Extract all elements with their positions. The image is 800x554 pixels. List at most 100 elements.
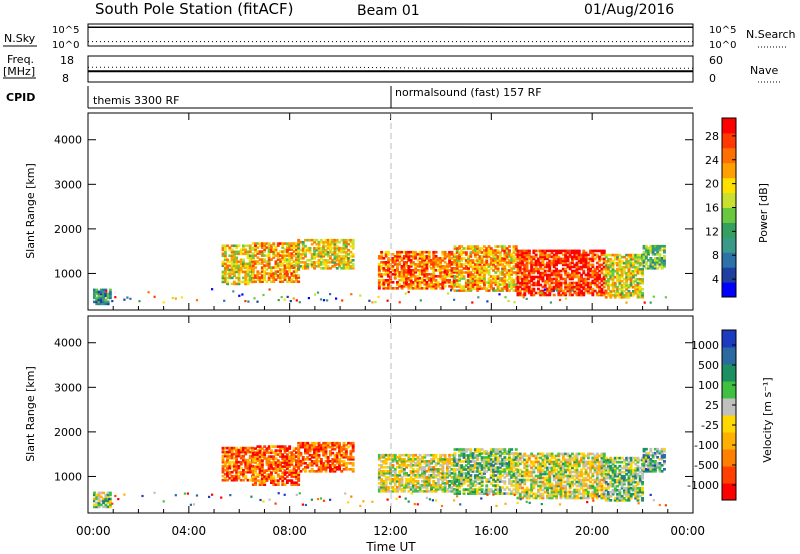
heatmap-cell bbox=[432, 470, 436, 473]
heatmap-cell bbox=[235, 266, 239, 270]
heatmap-cell bbox=[548, 285, 552, 289]
heatmap-cell bbox=[304, 445, 307, 449]
heatmap-cell bbox=[263, 445, 267, 448]
heatmap-cell bbox=[532, 496, 536, 500]
heatmap-cell bbox=[248, 264, 252, 268]
heatmap-cell bbox=[557, 257, 561, 261]
heatmap-cell bbox=[304, 466, 307, 469]
heatmap-cell bbox=[446, 468, 449, 471]
heatmap-cell bbox=[248, 260, 252, 264]
heatmap-cell bbox=[546, 277, 549, 281]
heatmap-cell bbox=[400, 273, 404, 276]
heatmap-cell bbox=[548, 259, 552, 263]
heatmap-cell bbox=[469, 255, 473, 258]
heatmap-cell bbox=[308, 443, 312, 447]
heatmap-cell bbox=[418, 474, 422, 477]
heatmap-cell bbox=[439, 287, 443, 290]
heatmap-cell bbox=[577, 259, 581, 263]
heatmap-cell bbox=[308, 470, 312, 473]
heatmap-cell bbox=[104, 294, 108, 298]
heatmap-cell bbox=[653, 257, 657, 260]
heatmap-cell bbox=[534, 454, 538, 458]
heatmap-cell bbox=[310, 441, 314, 445]
heatmap-cell bbox=[469, 488, 473, 491]
heatmap-cell bbox=[546, 488, 549, 492]
heatmap-cell bbox=[496, 472, 500, 475]
heatmap-cell bbox=[292, 467, 296, 470]
heatmap-cell bbox=[480, 474, 484, 477]
heatmap-cell bbox=[400, 460, 404, 463]
heatmap-cell bbox=[398, 482, 402, 485]
heatmap-cell bbox=[616, 294, 619, 297]
heatmap-cell bbox=[315, 458, 319, 461]
heatmap-cell bbox=[223, 278, 227, 282]
heatmap-cell bbox=[443, 253, 447, 256]
heatmap-cell bbox=[434, 281, 438, 284]
heatmap-cell bbox=[270, 451, 273, 454]
heatmap-cell bbox=[283, 473, 287, 476]
heatmap-cell bbox=[223, 246, 227, 250]
heatmap-cell bbox=[485, 253, 489, 256]
heatmap-cell bbox=[568, 275, 572, 279]
heatmap-cell bbox=[351, 470, 355, 473]
heatmap-cell bbox=[525, 269, 529, 273]
heatmap-cell bbox=[543, 472, 547, 476]
heatmap-cell bbox=[324, 250, 328, 254]
heatmap-cell bbox=[663, 261, 666, 264]
heatmap-cell bbox=[462, 263, 466, 266]
heatmap-cell bbox=[421, 458, 424, 461]
heatmap-cell bbox=[455, 478, 459, 481]
heatmap-cell bbox=[566, 460, 570, 464]
heatmap-cell bbox=[104, 298, 108, 302]
heatmap-cell bbox=[283, 266, 287, 269]
heatmap-cell bbox=[591, 255, 595, 259]
heatmap-cell bbox=[589, 281, 592, 285]
heatmap-cell bbox=[313, 441, 316, 445]
heatmap-cell bbox=[267, 252, 271, 255]
heatmap-cell bbox=[503, 470, 507, 473]
heatmap-cell bbox=[559, 285, 563, 289]
heatmap-cell bbox=[534, 261, 538, 265]
heatmap-cell bbox=[288, 469, 292, 472]
heatmap-cell bbox=[469, 265, 473, 268]
heatmap-cell bbox=[223, 276, 227, 280]
heatmap-cell bbox=[487, 273, 491, 276]
heatmap-cell bbox=[498, 452, 502, 455]
heatmap-cell bbox=[387, 261, 390, 264]
heatmap-cell bbox=[313, 250, 316, 254]
heatmap-cell bbox=[568, 293, 572, 297]
heatmap-cell bbox=[288, 451, 292, 454]
heatmap-cell bbox=[99, 296, 103, 300]
heatmap-cell bbox=[301, 441, 305, 445]
heatmap-cell bbox=[93, 294, 96, 298]
heatmap-cell bbox=[281, 250, 285, 253]
heatmap-cell bbox=[634, 253, 638, 257]
heatmap-cell bbox=[223, 446, 227, 450]
heatmap-cell bbox=[516, 468, 520, 472]
heatmap-cell bbox=[283, 264, 287, 267]
heatmap-cell bbox=[450, 281, 454, 284]
heatmap-cell bbox=[290, 252, 294, 255]
heatmap-cell bbox=[427, 253, 431, 256]
heatmap-cell bbox=[473, 269, 477, 272]
heatmap-cell bbox=[235, 252, 239, 256]
heatmap-cell bbox=[584, 255, 588, 259]
heatmap-cell bbox=[322, 468, 326, 471]
heatmap-cell bbox=[546, 281, 549, 285]
heatmap-cell bbox=[598, 265, 602, 269]
heatmap-cell bbox=[430, 486, 433, 489]
heatmap-cell bbox=[315, 261, 319, 264]
heatmap-cell bbox=[455, 249, 459, 252]
heatmap-cell bbox=[407, 253, 411, 256]
heatmap-cell bbox=[476, 466, 480, 469]
heatmap-cell bbox=[430, 267, 433, 270]
heatmap-cell bbox=[480, 259, 484, 262]
heatmap-cell bbox=[418, 283, 422, 286]
heatmap-cell bbox=[604, 265, 608, 269]
heatmap-cell bbox=[541, 285, 545, 289]
heatmap-cell bbox=[573, 275, 577, 279]
heatmap-cell bbox=[421, 277, 424, 280]
heatmap-cell bbox=[518, 251, 522, 255]
heatmap-cell bbox=[492, 279, 495, 282]
heatmap-cell bbox=[418, 490, 422, 493]
